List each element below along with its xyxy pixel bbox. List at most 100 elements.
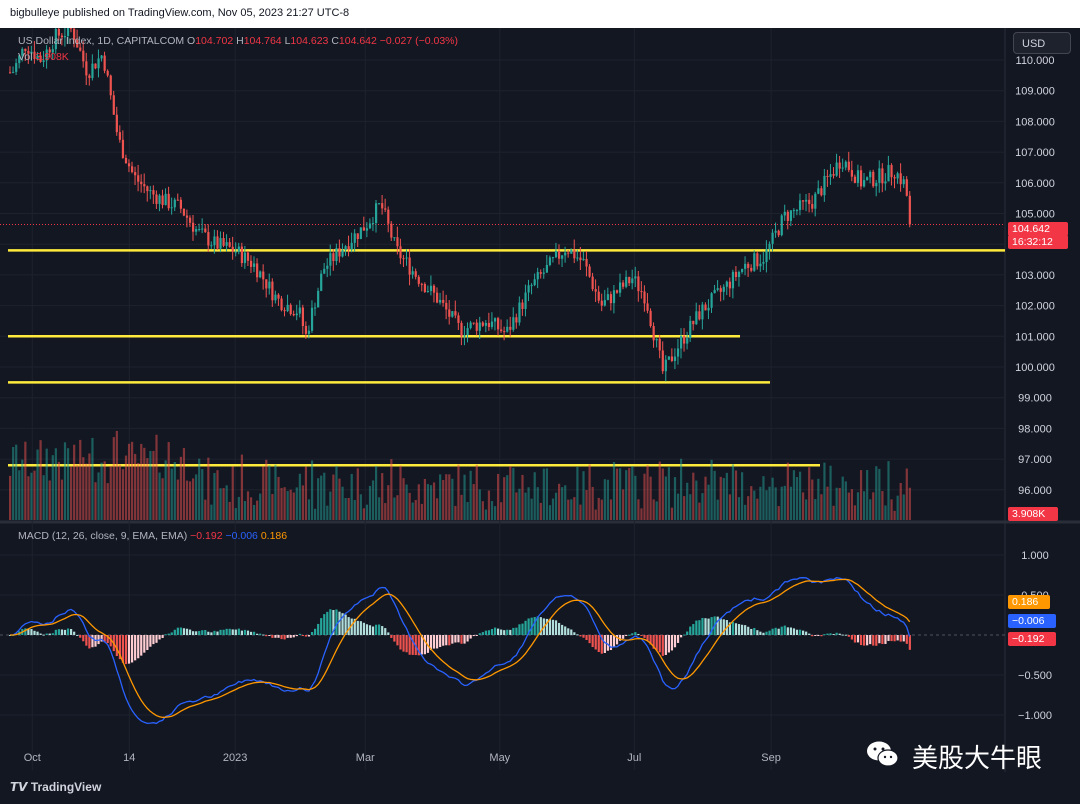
macd-hist-bar xyxy=(326,611,329,635)
macd-hist-bar xyxy=(381,626,384,635)
macd-hist-bar xyxy=(802,630,805,635)
volume-bar xyxy=(253,505,256,520)
high-value: 104.764 xyxy=(243,35,282,47)
macd-hist-bar xyxy=(497,628,500,635)
candle-body xyxy=(881,168,884,184)
candle-body xyxy=(320,273,323,291)
volume-bar xyxy=(497,473,500,520)
volume-bar xyxy=(542,468,545,520)
volume-bar xyxy=(631,466,634,520)
candle-body xyxy=(127,163,131,167)
macd-hist-bar xyxy=(838,633,841,635)
candle-body xyxy=(201,228,204,230)
candle-body xyxy=(286,304,289,312)
candle-body xyxy=(54,28,57,50)
macd-hist-bar xyxy=(661,635,664,656)
macd-hist-bar xyxy=(176,627,179,635)
volume-bar xyxy=(213,473,216,520)
candle-body xyxy=(42,60,45,62)
volume-bar xyxy=(445,474,448,520)
candle-body xyxy=(902,179,905,185)
candle-body xyxy=(509,326,512,330)
macd-hist-bar xyxy=(51,633,54,635)
candle-body xyxy=(390,223,393,238)
candle-body xyxy=(634,276,637,279)
macd-hist-bar xyxy=(332,610,335,635)
volume-bar xyxy=(341,486,344,520)
candle-body xyxy=(893,177,896,179)
volume-bar xyxy=(652,499,655,520)
volume-bar xyxy=(588,464,591,520)
volume-bar xyxy=(439,474,442,520)
candle-body xyxy=(249,260,253,267)
volume-bar xyxy=(152,450,155,520)
volume-bar xyxy=(289,489,292,520)
currency-button[interactable]: USD xyxy=(1013,32,1071,54)
volume-bar xyxy=(432,482,436,520)
macd-hist-bar xyxy=(396,635,399,646)
volume-bar xyxy=(228,501,231,520)
time-axis-label: 14 xyxy=(123,752,135,764)
candle-body xyxy=(118,132,121,140)
macd-hist-bar xyxy=(686,631,689,635)
macd-hist-bar xyxy=(741,624,744,635)
macd-hist-bar xyxy=(301,635,304,636)
macd-hist-bar xyxy=(490,628,494,635)
candle-body xyxy=(826,175,829,177)
macd-legend: MACD (12, 26, close, 9, EMA, EMA) −0.192… xyxy=(18,530,287,542)
candle-body xyxy=(701,304,704,320)
axes: Oct 14 2023 Mar May Jul Sep 110.000 109.000 108.0… xyxy=(24,55,1055,764)
macd-hist-bar xyxy=(609,635,613,651)
macd-tag: −0.006 xyxy=(1008,614,1056,628)
volume-bar xyxy=(155,434,158,520)
volume-bar xyxy=(673,477,677,520)
candle-body xyxy=(314,307,317,309)
macd-hist-bar xyxy=(856,635,860,643)
volume-bar xyxy=(283,487,286,520)
macd-hist-bar xyxy=(100,635,103,642)
candle-body xyxy=(664,359,667,372)
price-axis-label: 98.000 xyxy=(1018,423,1052,435)
candle-body xyxy=(612,290,616,304)
price-axis-label: 97.000 xyxy=(1018,454,1052,466)
tradingview-logo[interactable]: 𝙏𝙑 TradingView xyxy=(10,780,101,794)
macd-hist-bar xyxy=(890,635,893,642)
price-chart[interactable]: Oct 14 2023 Mar May Jul Sep 110.000 109.000 108.0… xyxy=(0,28,1080,772)
macd-hist-bar xyxy=(338,611,341,635)
volume-bar xyxy=(207,457,210,520)
macd-hist-bar xyxy=(905,635,908,644)
macd-hist-bar xyxy=(481,632,484,635)
open-label: O xyxy=(187,35,196,47)
macd-hist-bar xyxy=(378,624,381,635)
volume-bar xyxy=(222,488,225,520)
macd-hist-bar xyxy=(73,631,76,635)
volume-bar xyxy=(716,499,719,520)
candle-body xyxy=(728,281,731,289)
volume-bar xyxy=(176,479,179,520)
macd-hist-bar xyxy=(512,627,515,635)
volume-bar xyxy=(695,480,698,520)
macd-hist-bar xyxy=(320,618,323,635)
candle-body xyxy=(240,246,243,264)
volume-bar xyxy=(554,492,558,520)
candle-body xyxy=(676,348,680,357)
low-label: L xyxy=(284,35,291,47)
candle-body xyxy=(719,288,722,292)
volume-bar xyxy=(127,443,131,520)
macd-hist-bar xyxy=(866,635,869,646)
macd-hist-bar xyxy=(600,635,603,654)
candle-body xyxy=(210,245,213,247)
macd-hist-bar xyxy=(33,630,36,635)
macd-hist-bar xyxy=(539,617,542,635)
macd-hist-bar xyxy=(60,629,64,635)
candle-body xyxy=(497,318,500,330)
macd-hist-bar xyxy=(652,635,655,649)
macd-hist-bar xyxy=(57,629,60,635)
macd-hist-bar xyxy=(576,634,579,636)
candle-body xyxy=(204,228,207,233)
candle-body xyxy=(237,246,240,252)
candle-body xyxy=(298,307,301,314)
wechat-icon xyxy=(867,741,899,767)
volume-bar xyxy=(646,465,649,520)
volume-bar xyxy=(680,458,683,520)
